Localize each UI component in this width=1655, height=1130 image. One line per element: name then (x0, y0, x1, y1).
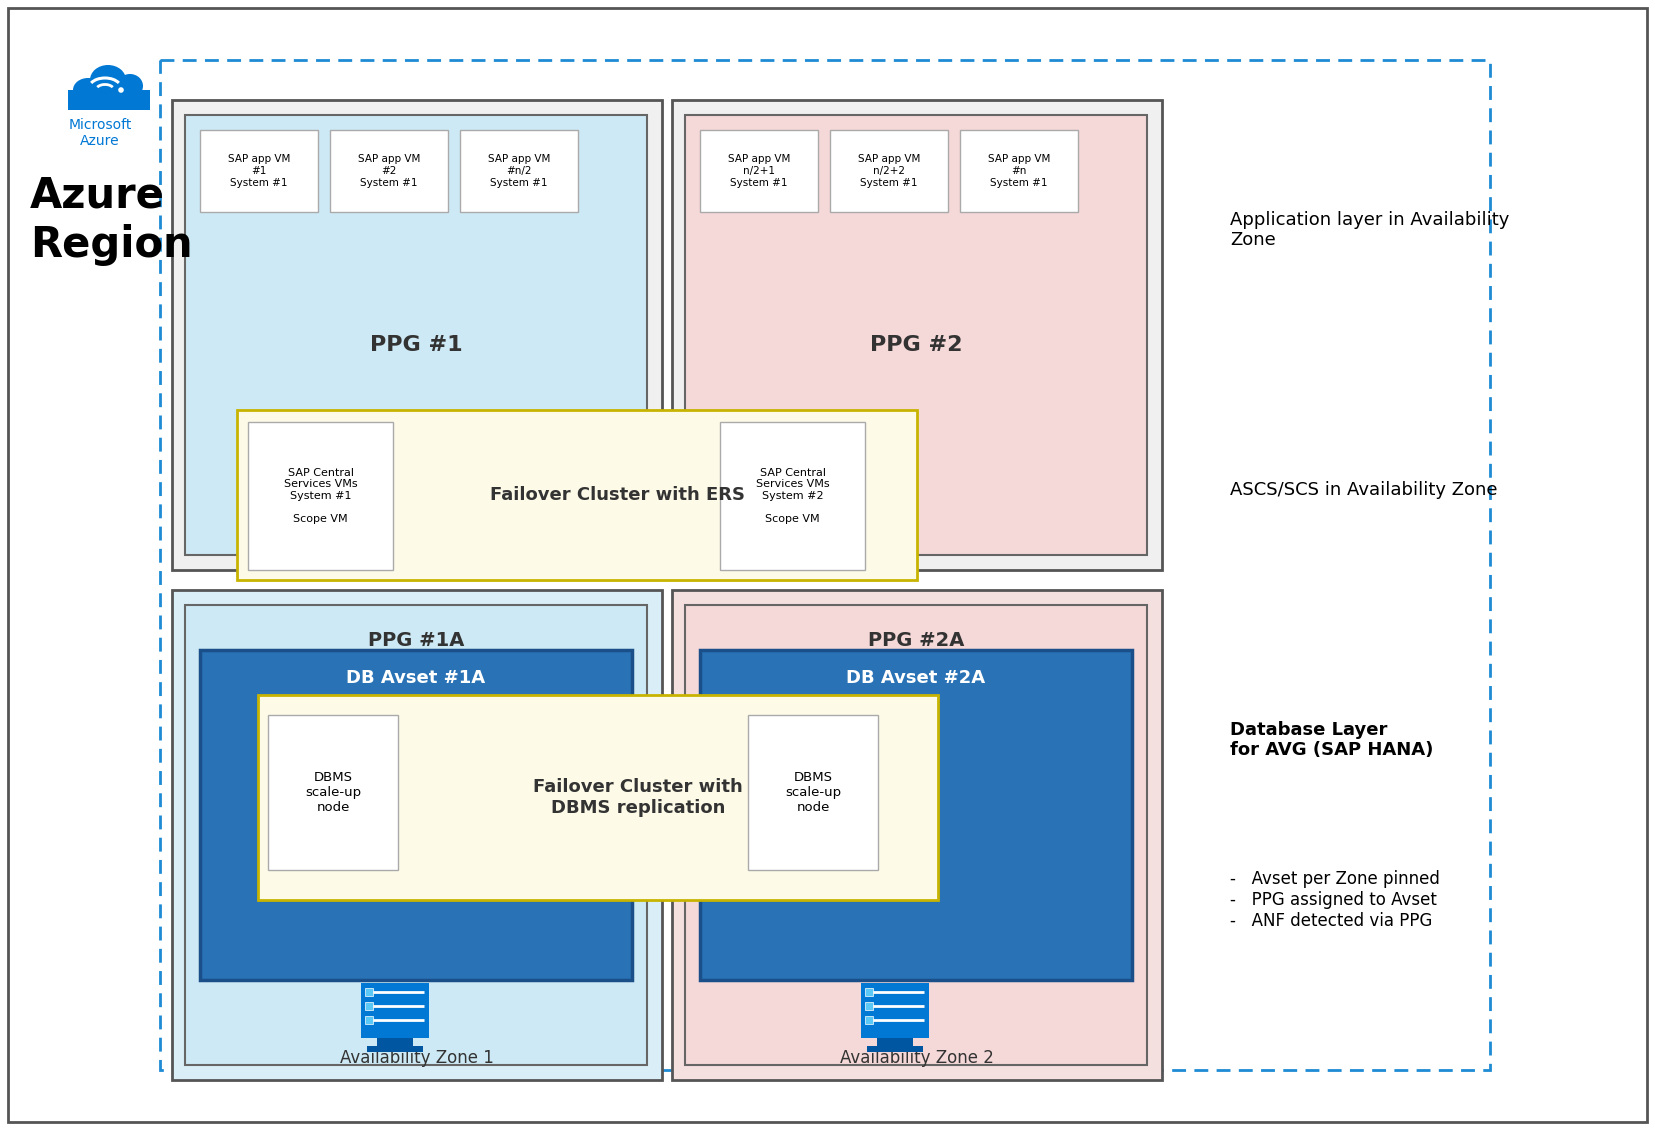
Text: Azure
Region: Azure Region (30, 175, 192, 266)
Bar (460, 130, 578, 212)
Bar (185, 115, 647, 555)
Text: SAP app VM
#n/2
System #1: SAP app VM #n/2 System #1 (488, 155, 549, 188)
Text: SAP Central
Services VMs
System #1

Scope VM: SAP Central Services VMs System #1 Scope… (283, 468, 357, 524)
Text: PPG #2A: PPG #2A (867, 631, 965, 650)
Ellipse shape (73, 78, 103, 102)
Text: PPG #1: PPG #1 (369, 334, 462, 355)
Text: SAP app VM
n/2+1
System #1: SAP app VM n/2+1 System #1 (728, 155, 789, 188)
Bar (700, 130, 818, 212)
Bar (866, 1016, 872, 1024)
Text: DBMS
scale-up
node: DBMS scale-up node (305, 771, 361, 814)
Bar (960, 130, 1077, 212)
Bar (172, 99, 662, 570)
Bar (200, 650, 632, 980)
Text: DB Avset #1A: DB Avset #1A (346, 669, 485, 687)
Bar (748, 715, 879, 870)
Ellipse shape (118, 73, 142, 98)
Text: Failover Cluster with
DBMS replication: Failover Cluster with DBMS replication (533, 779, 743, 817)
Bar (366, 988, 372, 996)
Text: Microsoft
Azure: Microsoft Azure (68, 118, 132, 148)
Bar (867, 1045, 923, 1052)
Bar (200, 130, 318, 212)
Bar (329, 130, 449, 212)
Bar (366, 1016, 372, 1024)
Text: PPG #2: PPG #2 (871, 334, 962, 355)
Bar (185, 605, 647, 1064)
Text: DB Avset #2A: DB Avset #2A (846, 669, 986, 687)
Text: ASCS/SCS in Availability Zone: ASCS/SCS in Availability Zone (1230, 481, 1498, 499)
Bar (268, 715, 397, 870)
Text: DBMS
scale-up
node: DBMS scale-up node (784, 771, 841, 814)
Bar (258, 695, 938, 899)
Circle shape (118, 87, 124, 93)
Text: -   Avset per Zone pinned
-   PPG assigned to Avset
-   ANF detected via PPG: - Avset per Zone pinned - PPG assigned t… (1230, 870, 1440, 930)
Bar (861, 982, 928, 1037)
Text: SAP Central
Services VMs
System #2

Scope VM: SAP Central Services VMs System #2 Scope… (756, 468, 829, 524)
Text: SAP app VM
#n
System #1: SAP app VM #n System #1 (988, 155, 1051, 188)
Bar (700, 650, 1132, 980)
Bar (866, 988, 872, 996)
Bar (877, 1037, 914, 1045)
Bar (366, 1001, 372, 1009)
Bar (672, 590, 1162, 1080)
Text: SAP app VM
n/2+2
System #1: SAP app VM n/2+2 System #1 (857, 155, 920, 188)
Bar (685, 605, 1147, 1064)
Bar (367, 1045, 424, 1052)
Bar (720, 421, 866, 570)
Bar (161, 60, 1490, 1070)
Text: Database Layer
for AVG (SAP HANA): Database Layer for AVG (SAP HANA) (1230, 721, 1433, 759)
Text: SAP app VM
#1
System #1: SAP app VM #1 System #1 (228, 155, 290, 188)
Ellipse shape (89, 66, 126, 95)
Bar (866, 1001, 872, 1009)
Text: Availability Zone 2: Availability Zone 2 (841, 1049, 995, 1067)
Bar (248, 421, 392, 570)
Bar (685, 115, 1147, 555)
Bar (237, 410, 917, 580)
Bar (672, 99, 1162, 570)
Bar (361, 982, 429, 1037)
Bar (831, 130, 948, 212)
Text: Failover Cluster with ERS: Failover Cluster with ERS (490, 486, 745, 504)
Text: SAP app VM
#2
System #1: SAP app VM #2 System #1 (357, 155, 420, 188)
Bar (68, 90, 151, 110)
Text: Application layer in Availability
Zone: Application layer in Availability Zone (1230, 210, 1509, 250)
Bar (172, 590, 662, 1080)
Text: PPG #1A: PPG #1A (367, 631, 463, 650)
Bar (377, 1037, 414, 1045)
Text: Availability Zone 1: Availability Zone 1 (339, 1049, 493, 1067)
